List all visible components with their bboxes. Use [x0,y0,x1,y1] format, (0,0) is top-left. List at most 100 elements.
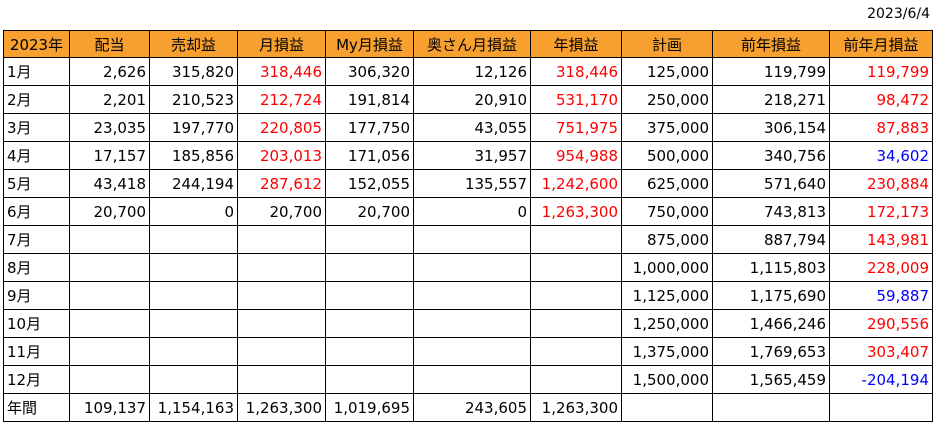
cell-dividend[interactable] [69,365,150,394]
cell-prev-monthly[interactable]: 143,981 [829,225,933,254]
cell-sale-profit[interactable] [149,337,238,366]
header-my-monthly-pl[interactable]: My月損益 [325,30,414,58]
cell-sale-profit[interactable]: 0 [149,197,238,226]
cell-prev-monthly[interactable]: 303,407 [829,337,933,366]
cell-my-monthly[interactable]: 152,055 [325,169,414,198]
total-cell-prev-monthly[interactable] [829,393,933,422]
cell-prev-year[interactable]: 306,154 [712,113,830,142]
cell-sale-profit[interactable] [149,309,238,338]
cell-annual[interactable] [530,253,622,282]
cell-plan[interactable]: 875,000 [621,225,713,254]
cell-annual[interactable] [530,225,622,254]
cell-monthly[interactable]: 318,446 [237,57,326,86]
cell-annual[interactable]: 531,170 [530,85,622,114]
cell-sale-profit[interactable] [149,225,238,254]
header-year[interactable]: 2023年 [3,30,70,58]
cell-monthly[interactable] [237,309,326,338]
cell-monthly[interactable]: 220,805 [237,113,326,142]
cell-wife-monthly[interactable] [413,281,531,310]
cell-dividend[interactable]: 23,035 [69,113,150,142]
cell-monthly[interactable]: 212,724 [237,85,326,114]
cell-month[interactable]: 8月 [3,253,70,282]
cell-plan[interactable]: 1,125,000 [621,281,713,310]
cell-month[interactable]: 11月 [3,337,70,366]
cell-sale-profit[interactable]: 315,820 [149,57,238,86]
cell-my-monthly[interactable] [325,309,414,338]
cell-prev-monthly[interactable]: 290,556 [829,309,933,338]
cell-my-monthly[interactable] [325,337,414,366]
cell-month[interactable]: 9月 [3,281,70,310]
cell-my-monthly[interactable] [325,225,414,254]
total-cell-plan[interactable] [621,393,713,422]
cell-month[interactable]: 7月 [3,225,70,254]
cell-monthly[interactable]: 20,700 [237,197,326,226]
cell-wife-monthly[interactable] [413,309,531,338]
cell-annual[interactable]: 1,263,300 [530,197,622,226]
cell-dividend[interactable]: 2,626 [69,57,150,86]
total-cell-month[interactable]: 年間 [3,393,70,422]
total-cell-dividend[interactable]: 109,137 [69,393,150,422]
cell-wife-monthly[interactable]: 135,557 [413,169,531,198]
cell-plan[interactable]: 125,000 [621,57,713,86]
cell-dividend[interactable]: 20,700 [69,197,150,226]
cell-wife-monthly[interactable]: 12,126 [413,57,531,86]
cell-wife-monthly[interactable]: 20,910 [413,85,531,114]
cell-prev-year[interactable]: 218,271 [712,85,830,114]
cell-plan[interactable]: 375,000 [621,113,713,142]
cell-wife-monthly[interactable]: 43,055 [413,113,531,142]
cell-prev-monthly[interactable]: 59,887 [829,281,933,310]
cell-dividend[interactable] [69,253,150,282]
cell-dividend[interactable] [69,281,150,310]
cell-annual[interactable]: 318,446 [530,57,622,86]
cell-plan[interactable]: 1,375,000 [621,337,713,366]
cell-prev-year[interactable]: 1,565,459 [712,365,830,394]
cell-annual[interactable] [530,281,622,310]
cell-prev-monthly[interactable]: 87,883 [829,113,933,142]
cell-wife-monthly[interactable] [413,253,531,282]
cell-wife-monthly[interactable] [413,337,531,366]
cell-plan[interactable]: 500,000 [621,141,713,170]
cell-wife-monthly[interactable] [413,365,531,394]
cell-month[interactable]: 12月 [3,365,70,394]
cell-annual[interactable]: 954,988 [530,141,622,170]
cell-plan[interactable]: 250,000 [621,85,713,114]
header-wife-monthly-pl[interactable]: 奥さん月損益 [413,30,531,58]
cell-monthly[interactable] [237,225,326,254]
cell-monthly[interactable] [237,365,326,394]
header-dividend[interactable]: 配当 [69,30,150,58]
cell-my-monthly[interactable]: 191,814 [325,85,414,114]
cell-prev-monthly[interactable]: -204,194 [829,365,933,394]
cell-month[interactable]: 5月 [3,169,70,198]
cell-plan[interactable]: 1,250,000 [621,309,713,338]
cell-sale-profit[interactable] [149,253,238,282]
cell-my-monthly[interactable]: 171,056 [325,141,414,170]
cell-prev-year[interactable]: 340,756 [712,141,830,170]
total-cell-monthly[interactable]: 1,263,300 [237,393,326,422]
cell-month[interactable]: 3月 [3,113,70,142]
cell-sale-profit[interactable]: 197,770 [149,113,238,142]
cell-my-monthly[interactable] [325,281,414,310]
cell-my-monthly[interactable] [325,365,414,394]
total-cell-prev-year[interactable] [712,393,830,422]
cell-prev-monthly[interactable]: 98,472 [829,85,933,114]
cell-prev-year[interactable]: 1,466,246 [712,309,830,338]
cell-dividend[interactable]: 2,201 [69,85,150,114]
cell-plan[interactable]: 1,500,000 [621,365,713,394]
cell-my-monthly[interactable]: 20,700 [325,197,414,226]
cell-monthly[interactable] [237,337,326,366]
cell-prev-year[interactable]: 743,813 [712,197,830,226]
cell-dividend[interactable]: 43,418 [69,169,150,198]
cell-plan[interactable]: 1,000,000 [621,253,713,282]
cell-prev-year[interactable]: 1,115,803 [712,253,830,282]
cell-prev-year[interactable]: 1,769,653 [712,337,830,366]
cell-month[interactable]: 10月 [3,309,70,338]
cell-wife-monthly[interactable] [413,225,531,254]
cell-month[interactable]: 2月 [3,85,70,114]
cell-prev-year[interactable]: 571,640 [712,169,830,198]
cell-my-monthly[interactable]: 306,320 [325,57,414,86]
header-monthly-pl[interactable]: 月損益 [237,30,326,58]
cell-month[interactable]: 4月 [3,141,70,170]
cell-prev-year[interactable]: 1,175,690 [712,281,830,310]
header-prev-year-pl[interactable]: 前年損益 [712,30,830,58]
cell-prev-monthly[interactable]: 119,799 [829,57,933,86]
